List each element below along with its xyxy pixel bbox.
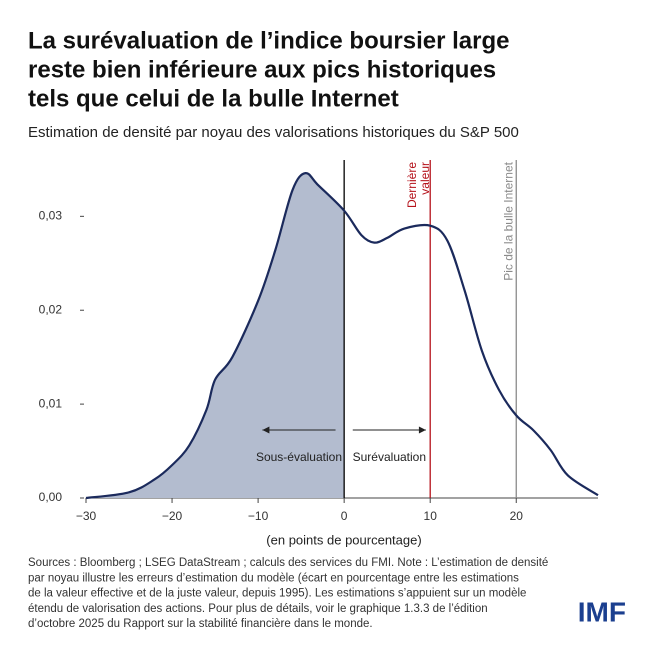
reference-label: valeur bbox=[418, 162, 432, 195]
y-tick-label: 0,03 bbox=[39, 209, 63, 223]
source-note: Sources : Bloomberg ; LSEG DataStream ; … bbox=[28, 557, 548, 569]
logo: IMF bbox=[578, 596, 626, 627]
subtitle: Estimation de densité par noyau des valo… bbox=[28, 124, 519, 141]
x-tick-label: −10 bbox=[248, 509, 269, 523]
x-tick-label: 10 bbox=[424, 509, 438, 523]
y-tick-label: 0,01 bbox=[39, 396, 63, 410]
title-line: tels que celui de la bulle Internet bbox=[28, 85, 399, 112]
source-note: d’octobre 2025 du Rapport sur la stabili… bbox=[28, 618, 373, 630]
x-tick-label: 20 bbox=[510, 509, 524, 523]
arrow-label: Surévaluation bbox=[353, 450, 426, 464]
x-tick-label: −30 bbox=[76, 509, 97, 523]
reference-label: Dernière bbox=[405, 162, 419, 208]
arrow-head bbox=[262, 426, 270, 434]
y-tick-label: 0,02 bbox=[39, 302, 63, 316]
title-line: La surévaluation de l’indice boursier la… bbox=[28, 27, 509, 54]
arrow-label: Sous-évaluation bbox=[256, 450, 342, 464]
title-line: reste bien inférieure aux pics historiqu… bbox=[28, 56, 496, 83]
x-axis-label: (en points de pourcentage) bbox=[266, 532, 421, 547]
source-note: par noyau illustre les erreurs d’estimat… bbox=[28, 572, 519, 584]
source-note: de la valeur effective et de la juste va… bbox=[28, 588, 526, 600]
area-under-curve bbox=[86, 173, 345, 498]
y-tick-label: 0,00 bbox=[39, 490, 63, 504]
arrow-head bbox=[418, 426, 426, 434]
density-curve bbox=[85, 172, 599, 500]
x-tick-label: 0 bbox=[341, 509, 348, 523]
x-tick-label: −20 bbox=[162, 509, 183, 523]
reference-label: Pic de la bulle Internet bbox=[501, 161, 515, 280]
source-note: étendu de valorisation des actions. Pour… bbox=[28, 603, 488, 615]
